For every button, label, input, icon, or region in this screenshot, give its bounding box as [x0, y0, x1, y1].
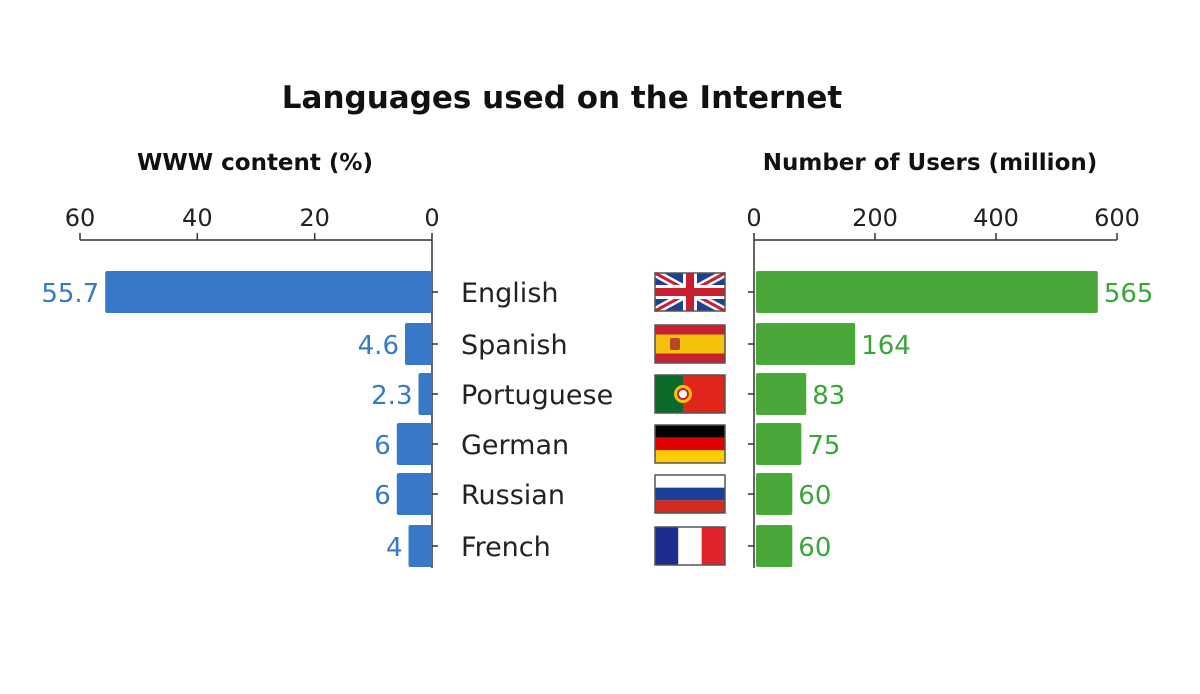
left-tick-label: 0: [424, 204, 439, 232]
left-value-label: 2.3: [371, 381, 412, 411]
left-bar-german: [396, 423, 432, 465]
right-bar-french: [756, 525, 793, 567]
left-tick-label: 20: [299, 204, 330, 232]
right-tick-label: 200: [852, 204, 898, 232]
right-panel-title: Number of Users (million): [763, 150, 1098, 176]
left-bar-russian: [396, 473, 432, 515]
right-tick-label: 0: [746, 204, 761, 232]
france-flag-icon: [654, 526, 726, 566]
portugal-flag-icon: [654, 374, 726, 414]
spain-flag-icon: [654, 324, 726, 364]
category-label: German: [461, 430, 569, 461]
left-panel-title: WWW content (%): [137, 150, 373, 176]
category-label: English: [461, 278, 559, 309]
left-bar-english: [105, 271, 432, 313]
left-value-label: 6: [374, 431, 391, 461]
category-label: French: [461, 532, 551, 563]
right-value-label: 164: [861, 331, 911, 361]
right-bar-german: [756, 423, 802, 465]
right-tick-label: 600: [1094, 204, 1140, 232]
category-label: Russian: [461, 480, 565, 511]
right-tick-label: 400: [973, 204, 1019, 232]
right-axis: 0 200 400 600: [746, 204, 1140, 568]
right-bar-spanish: [756, 323, 856, 365]
category-label: Portuguese: [461, 380, 613, 411]
right-value-label: 60: [798, 481, 831, 511]
left-axis: 60 40 20 0: [65, 204, 440, 568]
germany-flag-icon: [654, 424, 726, 464]
left-tick-label: 60: [65, 204, 96, 232]
left-value-label: 4: [386, 533, 403, 563]
category-label: Spanish: [461, 330, 568, 361]
left-value-label: 6: [374, 481, 391, 511]
right-value-label: 75: [807, 431, 840, 461]
left-bar-portuguese: [418, 373, 432, 415]
uk-flag-icon: [653, 269, 727, 315]
left-bar-spanish: [405, 323, 432, 365]
flags: [653, 269, 727, 566]
chart-title: Languages used on the Internet: [282, 80, 843, 116]
left-tick-label: 40: [182, 204, 213, 232]
right-bar-portuguese: [756, 373, 807, 415]
left-value-label: 55.7: [41, 279, 99, 309]
russia-flag-icon: [654, 474, 726, 514]
category-labels: English Spanish Portuguese German Russian Fre…: [461, 278, 613, 563]
left-bar-french: [408, 525, 432, 567]
left-bars: 55.7 4.6 2.3 6 6 4: [41, 271, 432, 567]
left-value-label: 4.6: [358, 331, 399, 361]
right-bar-english: [756, 271, 1098, 313]
right-bar-russian: [756, 473, 793, 515]
right-value-label: 565: [1104, 279, 1154, 309]
right-bars: 565 164 83 75 60 60: [756, 271, 1153, 567]
right-value-label: 83: [812, 381, 845, 411]
right-value-label: 60: [798, 533, 831, 563]
